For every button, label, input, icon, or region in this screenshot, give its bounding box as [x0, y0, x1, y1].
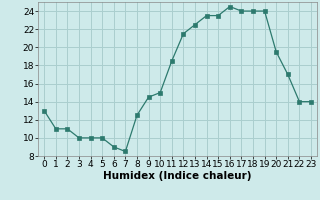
- X-axis label: Humidex (Indice chaleur): Humidex (Indice chaleur): [103, 171, 252, 181]
